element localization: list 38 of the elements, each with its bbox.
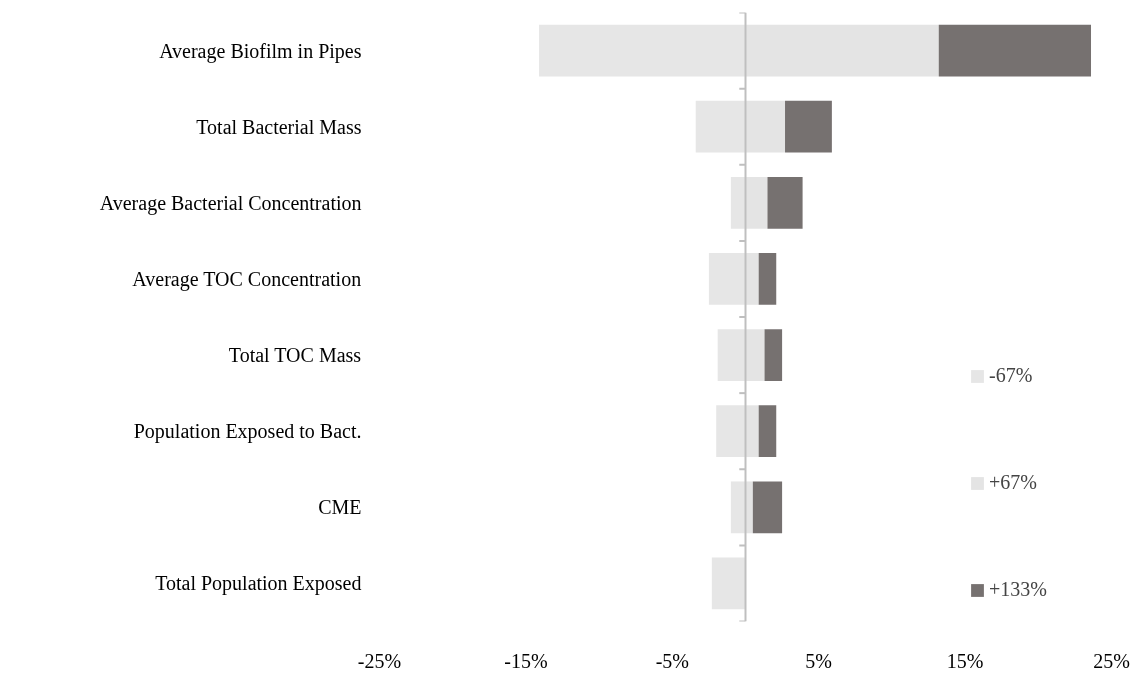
legend-label: -67%	[989, 364, 1033, 387]
y-tick-label: Average Biofilm in Pipes	[159, 39, 362, 63]
bar	[730, 176, 746, 229]
bar	[767, 176, 803, 229]
y-tick-label: CME	[318, 496, 362, 519]
bar	[745, 176, 768, 229]
bar	[745, 100, 786, 153]
bar	[708, 253, 746, 305]
bar	[785, 100, 832, 153]
bar	[745, 24, 939, 77]
x-tick-label: -25%	[357, 649, 402, 672]
bar	[745, 329, 765, 381]
x-tick-label: -15%	[504, 649, 548, 672]
x-tick-label: 5%	[805, 649, 833, 672]
x-tick-label: -5%	[655, 649, 689, 672]
y-tick-label: Population Exposed to Bact.	[133, 420, 362, 444]
y-tick-label: Average TOC Concentration	[132, 267, 362, 291]
bar	[938, 24, 1091, 77]
bar	[752, 481, 783, 534]
y-tick-label: Average Bacterial Concentration	[99, 191, 362, 215]
bar	[711, 557, 746, 610]
bar	[758, 253, 777, 305]
y-tick-label: Total TOC Mass	[228, 344, 362, 367]
bar	[745, 405, 759, 458]
bar	[730, 481, 746, 534]
y-tick-label: Total Population Exposed	[155, 572, 362, 596]
legend-label: +67%	[989, 471, 1037, 494]
x-tick-label: 25%	[1093, 649, 1130, 672]
legend-label: +133%	[989, 578, 1047, 601]
bar	[745, 253, 759, 305]
bar	[758, 405, 777, 458]
bar	[717, 329, 746, 381]
bar	[764, 329, 783, 381]
bar	[539, 24, 746, 77]
bar	[695, 100, 746, 153]
y-tick-label: Total Bacterial Mass	[196, 115, 362, 138]
bar	[716, 405, 746, 458]
x-tick-label: 15%	[946, 649, 984, 672]
